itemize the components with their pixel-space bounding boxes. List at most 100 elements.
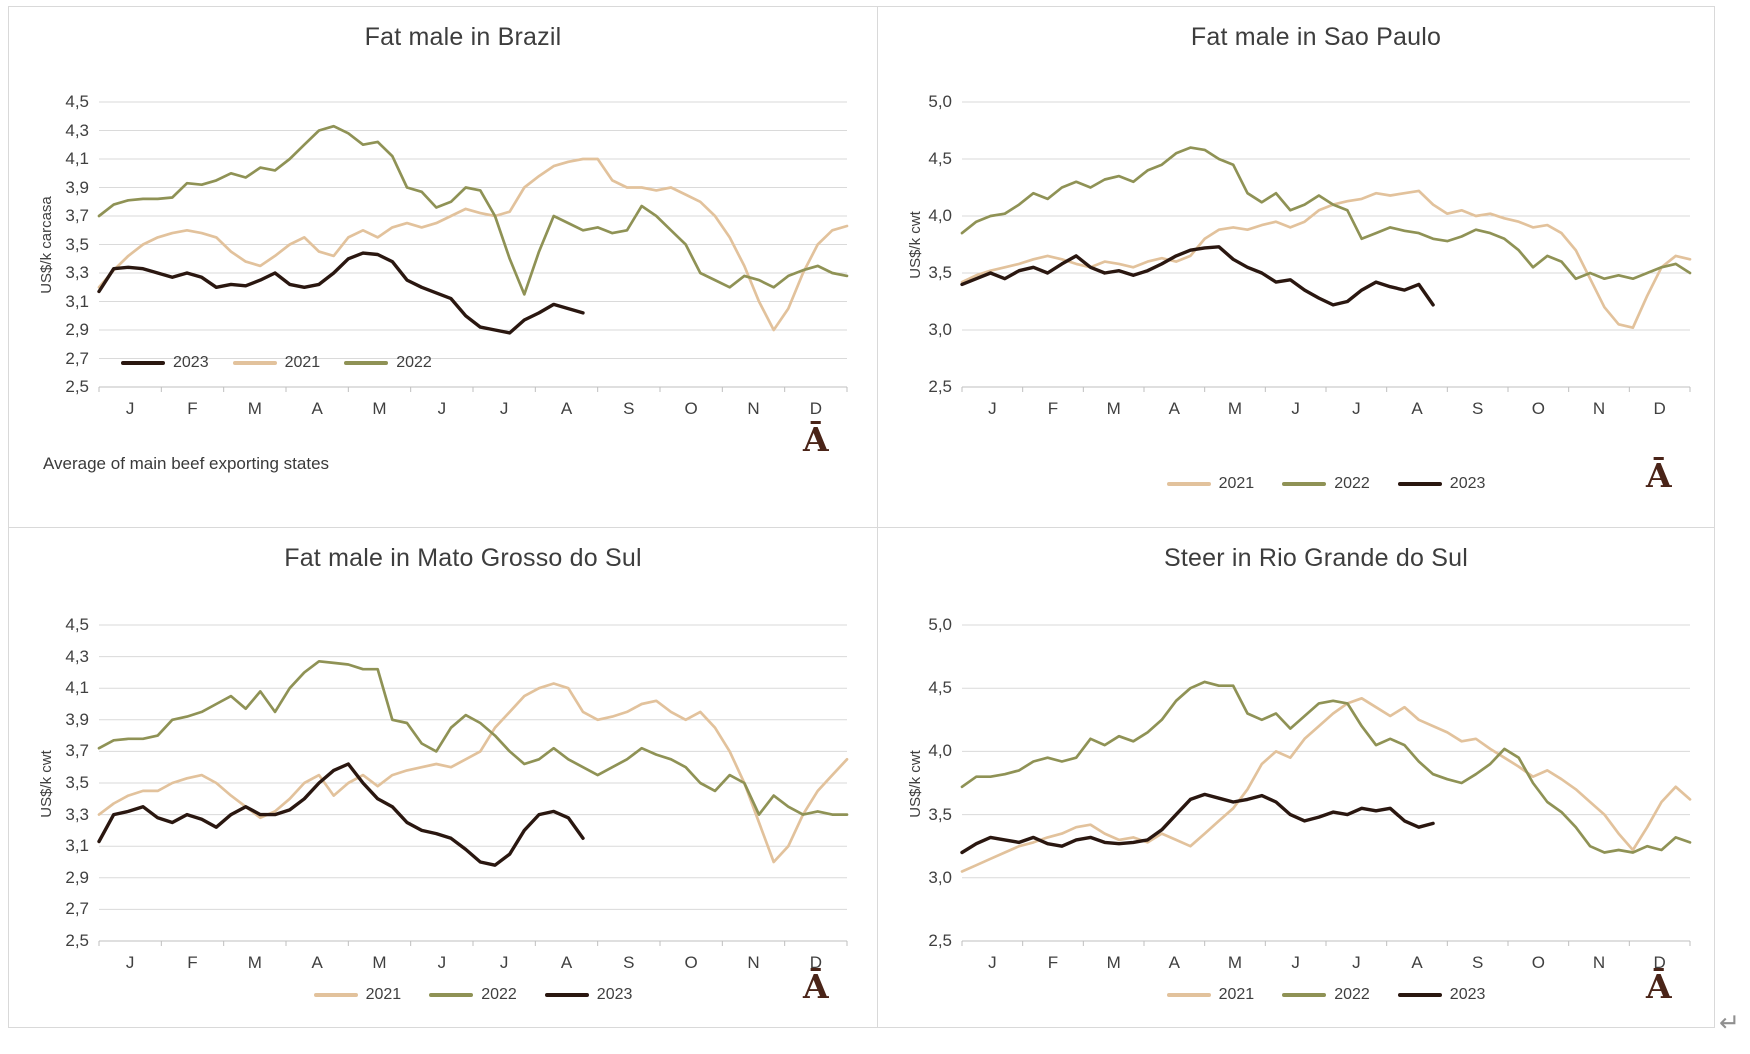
y-tick-label: 4,3	[65, 120, 89, 140]
legend-item-2021: 2021	[232, 354, 321, 372]
series-line-2023	[97, 251, 585, 335]
y-tick-label: 2,5	[928, 931, 952, 950]
y-tick-label: 3,7	[65, 206, 89, 225]
chart-title: Fat male in Mato Grosso do Sul	[284, 544, 642, 572]
month-label: S	[623, 399, 635, 418]
month-label: S	[1471, 953, 1484, 972]
y-tick-label: 4,5	[65, 92, 89, 111]
legend-label: 2023	[1449, 986, 1486, 1003]
month-label: J	[437, 399, 447, 418]
month-label: J	[1291, 399, 1300, 418]
series-line-2023	[960, 792, 1435, 855]
series-line-2021	[960, 696, 1692, 873]
legend-label: 2023	[1449, 475, 1486, 492]
y-tick-label: 3,1	[65, 291, 89, 311]
y-tick-label: 4,5	[928, 678, 952, 698]
y-tick-label: 3,3	[65, 804, 89, 824]
month-label: A	[1411, 399, 1423, 418]
legend-swatch	[1397, 482, 1442, 486]
legend-item-2023: 2023	[1397, 986, 1486, 1004]
chart-title: Fat male in Brazil	[364, 23, 562, 51]
month-label: N	[747, 953, 760, 972]
legend-swatch	[1282, 993, 1327, 997]
legend: 2021 2022 2023	[962, 475, 1690, 493]
legend-swatch	[313, 993, 358, 997]
y-tick-label: 4,5	[65, 615, 89, 634]
chart-title: Fat male in Sao Paulo	[1190, 23, 1442, 51]
month-label: J	[437, 953, 447, 972]
y-tick-label: 3,7	[65, 741, 89, 761]
month-label: O	[1531, 953, 1545, 972]
month-label: J	[499, 953, 509, 972]
month-label: F	[187, 953, 198, 972]
legend-item-2022: 2022	[429, 986, 517, 1004]
y-tick-label: 5,0	[928, 92, 952, 111]
legend-label: 2021	[1218, 475, 1255, 492]
month-label: M	[1106, 953, 1121, 972]
month-label: J	[1352, 953, 1361, 972]
line-plot	[960, 101, 1692, 392]
month-label: M	[247, 399, 262, 418]
legend-item-2021: 2021	[1166, 475, 1255, 493]
legend: 2023 2021 2022	[121, 354, 456, 372]
month-label: M	[1106, 399, 1121, 418]
y-tick-label: 5,0	[928, 615, 952, 634]
y-tick-label: 4,1	[65, 678, 89, 698]
legend-item-2023: 2023	[1397, 475, 1486, 493]
y-tick-label: 3,5	[928, 263, 952, 282]
y-tick-label: 3,9	[65, 709, 89, 729]
month-label: J	[1291, 953, 1300, 972]
chart-panel-steer-rio-grande: Steer in Rio Grande do Sul US$/k cwt 202…	[877, 527, 1715, 1028]
month-label: A	[311, 953, 323, 972]
legend-label: 2022	[1334, 986, 1370, 1003]
y-tick-label: 3,1	[65, 836, 89, 856]
footnote: Average of main beef exporting states	[43, 454, 330, 473]
chart-panel-fat-male-brazil: Fat male in Brazil US$/k carcasa 2023 20…	[8, 6, 878, 528]
legend-label: 2022	[1334, 475, 1370, 492]
legend-label: 2021	[365, 986, 402, 1003]
series-line-2022	[97, 659, 849, 816]
y-tick-label: 2,9	[65, 867, 89, 887]
month-label: A	[560, 399, 573, 418]
month-label: O	[684, 399, 698, 418]
legend-item-2022: 2022	[1282, 986, 1370, 1004]
month-label: F	[1047, 399, 1059, 418]
month-label: J	[988, 953, 997, 972]
legend-swatch	[429, 993, 474, 997]
legend-item-2021: 2021	[1166, 986, 1254, 1004]
series-line-2022	[97, 124, 849, 296]
legend-swatch	[1397, 993, 1442, 997]
y-tick-label: 4,0	[928, 206, 952, 225]
legend-item-2022: 2022	[1282, 475, 1370, 493]
brand-logo: Ā	[803, 967, 829, 1006]
legend-swatch	[1166, 482, 1211, 486]
y-tick-label: 4,0	[928, 741, 952, 761]
month-label: J	[1352, 399, 1361, 418]
chart-panel-fat-male-mato-grosso: Fat male in Mato Grosso do Sul US$/k cwt…	[8, 527, 878, 1028]
legend-swatch	[121, 361, 165, 365]
month-label: J	[988, 399, 997, 418]
month-label: M	[1227, 953, 1243, 972]
legend-swatch	[1282, 482, 1327, 486]
legend: 2021 2022 2023	[99, 986, 847, 1004]
y-tick-label: 2,5	[65, 931, 89, 950]
y-tick-label: 2,7	[65, 899, 89, 919]
month-label: A	[560, 953, 573, 972]
month-label: J	[125, 953, 135, 972]
legend-item-2021: 2021	[313, 986, 402, 1004]
month-label: O	[1531, 399, 1545, 418]
y-tick-label: 3,0	[928, 867, 952, 887]
y-axis-title: US$/k cwt	[907, 750, 924, 818]
legend-swatch	[344, 361, 389, 365]
y-tick-label: 3,3	[65, 263, 89, 282]
y-tick-label: 4,3	[65, 646, 89, 666]
month-label: N	[1592, 399, 1606, 418]
month-label: N	[1592, 953, 1606, 972]
month-label: M	[372, 953, 387, 972]
y-tick-label: 4,1	[65, 149, 89, 168]
legend-label: 2021	[284, 354, 321, 371]
line-plot	[960, 624, 1692, 946]
month-label: O	[684, 953, 698, 972]
paragraph-return-mark: ↵	[1719, 1009, 1740, 1037]
y-axis-title: US$/k cwt	[907, 211, 924, 279]
